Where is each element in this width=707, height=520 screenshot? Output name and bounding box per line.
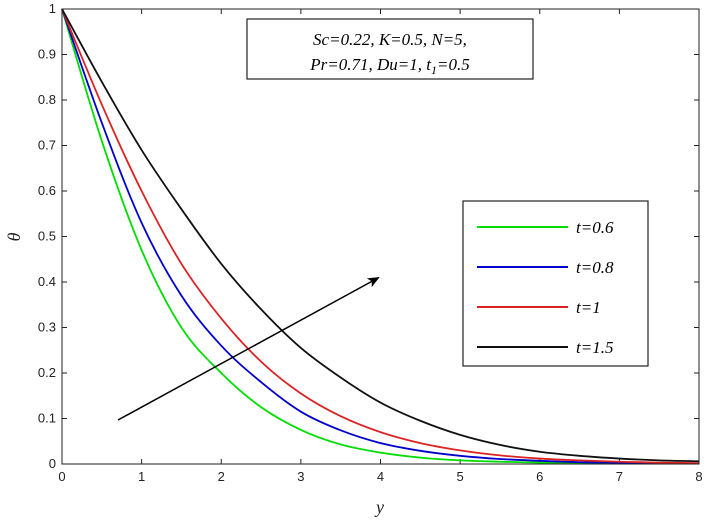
legend: t=0.6 t=0.8 t=1 t=1.5 (462, 200, 649, 367)
y-tick-label: 0.8 (38, 92, 56, 107)
x-tick-label: 8 (695, 469, 702, 484)
y-tick-label: 0.2 (38, 365, 56, 380)
parameter-line-2: Pr=0.71, Du=1, t1=0.5 (309, 55, 469, 77)
parameter-box-frame (246, 18, 534, 80)
parameter-line-2-end: =0.5 (437, 55, 470, 74)
trend-arrow (117, 277, 380, 421)
x-tick-label: 2 (218, 469, 225, 484)
x-tick-label: 0 (58, 469, 65, 484)
x-tick-label: 5 (457, 469, 464, 484)
y-tick-label: 0.5 (38, 229, 56, 244)
legend-label-3: t=1 (576, 298, 601, 317)
y-tick-label: 1 (49, 1, 56, 16)
parameter-line-1: Sc=0.22, K=0.5, N=5, (313, 30, 467, 49)
y-tick-label: 0.4 (38, 274, 56, 289)
x-tick-label: 7 (616, 469, 623, 484)
parameter-box: Sc=0.22, K=0.5, N=5, Pr=0.71, Du=1, t1=0… (246, 18, 534, 80)
plot-frame (61, 8, 700, 465)
legend-frame (462, 200, 649, 367)
x-axis-label: y (374, 497, 384, 517)
parameter-line-2-sub: 1 (431, 63, 437, 77)
legend-label-2: t=0.8 (576, 258, 614, 277)
series-line-2 (61, 8, 700, 465)
series-line-3 (61, 8, 700, 464)
y-tick-label: 0.9 (38, 47, 56, 62)
y-tick-label: 0.6 (38, 183, 56, 198)
x-tick-label: 4 (377, 469, 384, 484)
series-line-4 (61, 8, 700, 463)
legend-label-4: t=1.5 (576, 338, 613, 357)
y-axis-label: θ (4, 232, 24, 241)
x-tick-label: 6 (536, 469, 543, 484)
y-tick-label: 0.7 (38, 138, 56, 153)
legend-label-1: t=0.6 (576, 218, 614, 237)
y-tick-label: 0.3 (38, 320, 56, 335)
y-tick-label: 0 (49, 456, 56, 471)
series-group (61, 8, 700, 465)
x-tick-label: 3 (297, 469, 304, 484)
parameter-line-2-main: Pr=0.71, Du=1, t (309, 55, 432, 74)
x-tick-label: 1 (138, 469, 145, 484)
y-tick-label: 0.1 (38, 411, 56, 426)
